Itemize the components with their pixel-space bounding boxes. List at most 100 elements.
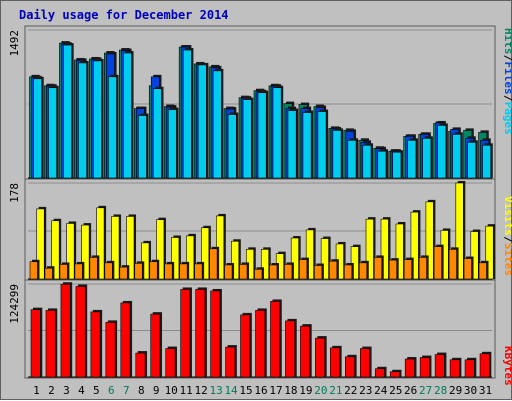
bar-kbytes-day12: [195, 287, 207, 378]
day-label: 10: [165, 384, 178, 397]
bar-sites-day23-face: [358, 262, 368, 280]
bar-visits-day14: [231, 239, 241, 280]
bar-sites-day15-face: [239, 264, 248, 280]
bar-sites-day28: [433, 244, 444, 280]
bar-kbytes-day14-face: [225, 346, 236, 378]
bar-kbytes-day1-face: [30, 309, 41, 378]
bar-visits-day19-face: [305, 229, 314, 280]
day-label: 4: [78, 384, 85, 397]
bar-kbytes-day2: [45, 308, 58, 378]
bar-pages-day13-face: [212, 70, 222, 179]
bar-pages-day17-face: [272, 87, 282, 179]
legend-middle: Visits/Sites: [502, 196, 512, 276]
bar-kbytes-day11: [180, 287, 192, 378]
y-max-label: 124299: [8, 284, 21, 324]
bar-visits-day20: [320, 236, 331, 280]
bar-pages-day4-face: [78, 62, 87, 179]
bar-pages-day23-face: [362, 144, 372, 179]
bar-visits-day7-face: [126, 216, 135, 280]
bar-visits-day27-face: [425, 201, 434, 280]
bar-pages-day27: [422, 136, 433, 179]
legend-pages: Pages: [502, 102, 512, 135]
bar-pages-day10: [167, 107, 179, 179]
bar-sites-day27: [418, 255, 429, 280]
bar-pages-day11-face: [182, 49, 192, 179]
bar-sites-day30: [463, 256, 474, 280]
bar-visits-day2-face: [51, 220, 60, 280]
bar-kbytes-day26: [404, 357, 417, 378]
day-label: 24: [374, 384, 388, 397]
bar-pages-day15: [242, 97, 254, 179]
day-label: 2: [48, 384, 55, 397]
bar-pages-day6: [108, 74, 119, 179]
bar-sites-day9: [149, 259, 160, 280]
bar-sites-day29: [448, 247, 459, 280]
bar-sites-day5-face: [89, 257, 98, 280]
day-label: 14: [224, 384, 238, 397]
bar-sites-day19: [299, 257, 309, 280]
bar-sites-day31: [478, 260, 489, 280]
bar-kbytes-day4: [75, 284, 88, 378]
bar-sites-day3: [59, 262, 70, 280]
bar-sites-day21: [329, 259, 339, 280]
bar-visits-day25: [395, 221, 406, 280]
y-max-label: 178: [8, 183, 21, 203]
bar-sites-day20: [314, 263, 324, 280]
day-label: 13: [209, 384, 222, 397]
bar-kbytes-day27: [419, 355, 432, 378]
day-label: 19: [299, 384, 312, 397]
bar-kbytes-day17-face: [270, 301, 281, 378]
bar-sites-day30-face: [463, 258, 472, 280]
bar-sites-day2-face: [44, 267, 53, 280]
bar-kbytes-day30-face: [464, 359, 475, 378]
bar-kbytes-day16-face: [255, 310, 266, 378]
bar-sites-day10-face: [164, 263, 173, 280]
bar-sites-day23: [358, 260, 369, 280]
bar-sites-day28-face: [433, 246, 442, 280]
bar-sites-day31-face: [478, 262, 487, 280]
bar-visits-day29: [455, 181, 466, 280]
bar-kbytes-day8-face: [135, 352, 146, 378]
bar-sites-day16: [254, 267, 264, 280]
bar-pages-day31: [482, 143, 493, 179]
bar-kbytes-day20-face: [315, 337, 325, 378]
bar-kbytes-day12-face: [195, 289, 206, 378]
bar-visits-day7: [126, 214, 137, 280]
bar-visits-day6: [111, 214, 122, 280]
bar-pages-day8-face: [137, 115, 147, 179]
bar-pages-day20: [317, 109, 329, 179]
bar-sites-day11-face: [179, 263, 188, 280]
bar-sites-day16-face: [254, 268, 263, 280]
bar-pages-day20-face: [317, 111, 327, 179]
bar-visits-day23-face: [365, 218, 374, 280]
bar-sites-day11: [179, 261, 190, 280]
bar-sites-day27-face: [418, 257, 427, 280]
bar-kbytes-day14: [225, 345, 237, 378]
bar-kbytes-day7: [120, 300, 133, 378]
bar-sites-day7: [119, 265, 130, 280]
bar-kbytes-day4-face: [75, 286, 86, 378]
bar-kbytes-day28-face: [434, 354, 445, 378]
bar-kbytes-day30: [464, 357, 477, 378]
bar-visits-day16-face: [260, 249, 270, 280]
bar-kbytes-day22-face: [345, 356, 355, 378]
bar-visits-day6-face: [111, 216, 120, 280]
bar-kbytes-day9-face: [150, 313, 161, 378]
bar-pages-day1: [33, 76, 44, 179]
bar-sites-day25-face: [388, 259, 398, 280]
bar-visits-day26-face: [410, 211, 419, 280]
bar-sites-day17: [269, 262, 279, 280]
bar-pages-day22: [347, 138, 359, 179]
bar-pages-day18-face: [287, 110, 297, 179]
bar-kbytes-day20: [315, 336, 327, 378]
bar-sites-day12: [194, 261, 205, 280]
bar-kbytes-day13-face: [210, 290, 221, 378]
bar-pages-day12-face: [197, 64, 207, 179]
bar-sites-day17-face: [269, 264, 278, 280]
bar-pages-day16-face: [257, 92, 267, 179]
bar-visits-day4-face: [81, 224, 90, 280]
bar-pages-day19-face: [302, 112, 312, 179]
bar-sites-day18: [284, 262, 294, 280]
bar-visits-day29-face: [455, 182, 464, 280]
bar-pages-day14-face: [227, 114, 237, 179]
